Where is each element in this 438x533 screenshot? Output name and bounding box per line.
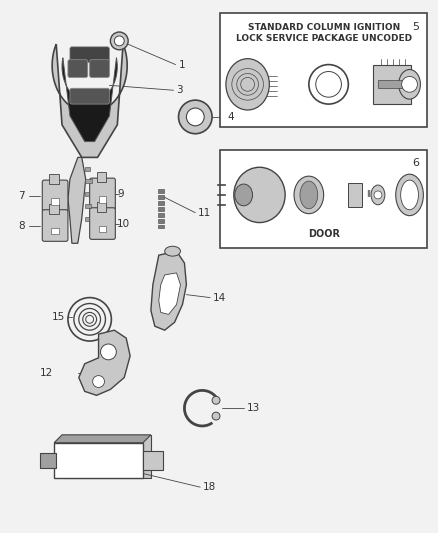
Ellipse shape (234, 167, 285, 223)
Bar (96, 202, 106, 212)
Bar (85, 204, 91, 208)
Text: 8: 8 (18, 221, 25, 231)
FancyBboxPatch shape (70, 88, 110, 104)
Bar (99, 196, 106, 203)
Text: 12: 12 (40, 368, 53, 378)
Circle shape (374, 191, 382, 199)
Circle shape (92, 376, 105, 387)
Bar (158, 195, 164, 199)
Circle shape (212, 412, 220, 420)
Circle shape (114, 36, 124, 46)
Bar (220, 13, 427, 127)
Text: II: II (366, 190, 371, 199)
FancyBboxPatch shape (42, 209, 68, 241)
Text: DOOR: DOOR (307, 229, 339, 239)
Bar (158, 213, 164, 216)
Text: STANDARD COLUMN IGNITION: STANDARD COLUMN IGNITION (247, 22, 400, 31)
Text: 5: 5 (412, 22, 419, 32)
Bar (85, 192, 88, 196)
Polygon shape (151, 251, 187, 330)
Circle shape (187, 108, 204, 126)
Ellipse shape (371, 185, 385, 205)
Text: 10: 10 (117, 219, 131, 229)
Bar (158, 219, 164, 223)
FancyBboxPatch shape (90, 60, 110, 77)
Bar (49, 204, 59, 214)
Text: 9: 9 (117, 189, 124, 199)
Bar (373, 64, 410, 104)
Circle shape (402, 76, 417, 92)
Polygon shape (52, 44, 127, 157)
Bar (51, 198, 59, 205)
FancyBboxPatch shape (42, 180, 68, 212)
Bar (54, 443, 143, 478)
Polygon shape (62, 58, 117, 142)
FancyBboxPatch shape (68, 60, 88, 77)
Text: Chrysler: Chrysler (77, 52, 103, 57)
Polygon shape (79, 330, 130, 395)
Text: LOCK SERVICE PACKAGE UNCODED: LOCK SERVICE PACKAGE UNCODED (236, 35, 412, 43)
Bar (49, 174, 59, 184)
Bar (62, 435, 151, 478)
Text: 1: 1 (179, 60, 185, 70)
Bar (143, 450, 163, 471)
Circle shape (110, 32, 128, 50)
Ellipse shape (401, 180, 418, 209)
Bar (348, 183, 362, 207)
Circle shape (212, 397, 220, 404)
Polygon shape (68, 157, 86, 243)
Bar (158, 224, 164, 229)
Circle shape (101, 344, 117, 360)
Circle shape (316, 71, 342, 97)
Bar (158, 189, 164, 193)
Circle shape (309, 64, 348, 104)
Text: 14: 14 (213, 293, 226, 303)
Bar (85, 216, 88, 221)
Text: P: P (102, 72, 106, 78)
Ellipse shape (294, 176, 324, 214)
Text: 3: 3 (177, 85, 183, 95)
Text: 15: 15 (52, 312, 65, 322)
FancyBboxPatch shape (90, 208, 115, 239)
Ellipse shape (399, 69, 420, 99)
Text: 18: 18 (203, 482, 216, 492)
Polygon shape (159, 273, 180, 314)
Bar (158, 201, 164, 205)
FancyBboxPatch shape (90, 178, 115, 209)
Bar (51, 228, 59, 235)
Bar (85, 179, 92, 183)
Bar (96, 172, 106, 182)
Ellipse shape (300, 181, 318, 209)
Text: 6: 6 (412, 158, 419, 168)
Bar (40, 453, 56, 469)
Ellipse shape (235, 184, 253, 206)
Ellipse shape (165, 246, 180, 256)
Bar (158, 207, 164, 211)
Ellipse shape (226, 59, 269, 110)
Bar (99, 225, 106, 232)
Polygon shape (54, 435, 151, 443)
Ellipse shape (396, 174, 424, 216)
FancyBboxPatch shape (70, 47, 110, 62)
Text: 11: 11 (198, 208, 212, 217)
Bar (85, 167, 90, 171)
Bar (220, 149, 427, 248)
Circle shape (179, 100, 212, 134)
Bar (378, 80, 406, 88)
Text: 13: 13 (247, 403, 260, 413)
Text: 7: 7 (18, 191, 25, 201)
Text: 4: 4 (228, 112, 234, 122)
